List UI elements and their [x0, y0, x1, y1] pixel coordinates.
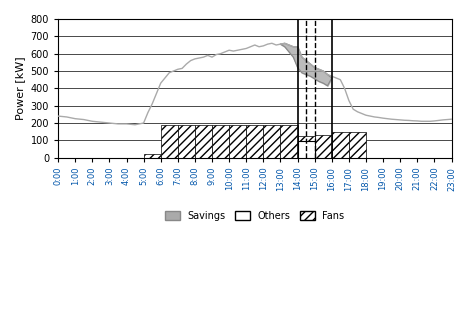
Bar — [212, 125, 229, 158]
Bar — [298, 141, 315, 158]
Bar — [315, 135, 332, 158]
Bar — [178, 125, 195, 158]
Bar — [161, 125, 178, 158]
Bar — [246, 125, 263, 158]
Y-axis label: Power [kW]: Power [kW] — [15, 57, 25, 120]
Bar — [280, 125, 298, 158]
Bar — [332, 132, 349, 158]
Bar — [195, 125, 212, 158]
Bar — [144, 154, 161, 158]
Bar — [229, 125, 246, 158]
Legend: Savings, Others, Fans: Savings, Others, Fans — [161, 207, 349, 225]
Bar — [263, 125, 280, 158]
Bar — [298, 136, 315, 158]
Bar — [349, 132, 366, 158]
